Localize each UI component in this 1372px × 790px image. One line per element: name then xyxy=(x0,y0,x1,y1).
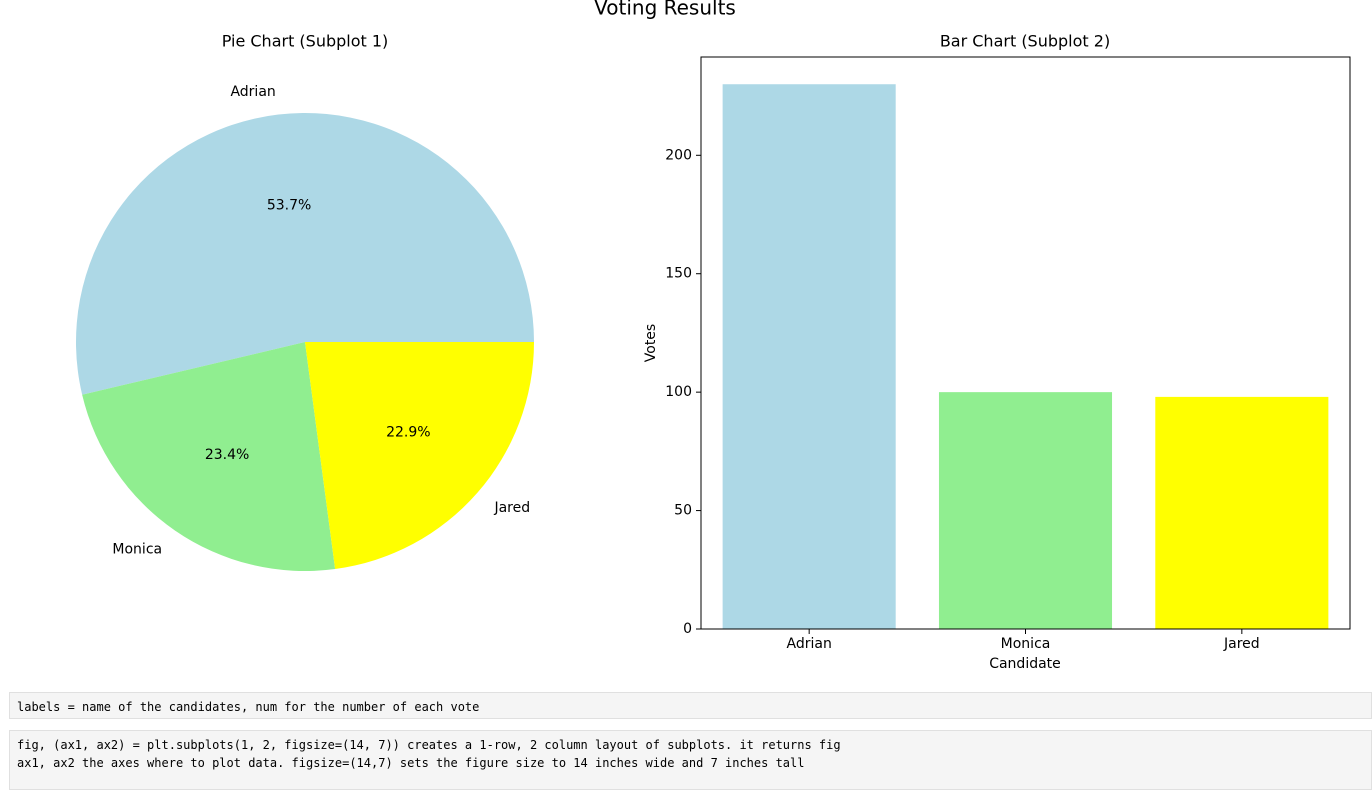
slice-value-label: 22.9% xyxy=(386,425,430,441)
bar xyxy=(722,84,896,629)
x-tick-label: Monica xyxy=(1001,636,1051,652)
y-tick-label: 0 xyxy=(683,621,692,637)
x-axis-label: Candidate xyxy=(989,656,1061,672)
x-tick-label: Adrian xyxy=(787,636,832,652)
slice-value-label: 53.7% xyxy=(267,198,311,214)
cell-line: fig, (ax1, ax2) = plt.subplots(1, 2, fig… xyxy=(17,738,841,752)
slice-label: Monica xyxy=(112,541,162,557)
pie-slice xyxy=(76,113,534,395)
slice-label: Adrian xyxy=(230,84,275,100)
y-tick-label: 200 xyxy=(665,147,692,163)
text-cell: labels = name of the candidates, num for… xyxy=(9,692,1372,719)
x-tick-label: Jared xyxy=(1223,636,1260,652)
slice-value-label: 23.4% xyxy=(205,447,249,463)
y-tick-label: 100 xyxy=(665,384,692,400)
axes-frame xyxy=(700,56,1351,630)
pie-slice xyxy=(82,342,336,571)
text-cell: fig, (ax1, ax2) = plt.subplots(1, 2, fig… xyxy=(9,730,1372,790)
bar xyxy=(938,392,1113,629)
bar xyxy=(1155,396,1329,629)
cell-line: ax1, ax2 the axes where to plot data. fi… xyxy=(17,756,805,770)
slice-label: Jared xyxy=(493,500,530,516)
y-tick-label: 150 xyxy=(665,266,692,282)
pie-slice xyxy=(305,342,534,570)
y-tick-label: 50 xyxy=(674,503,692,519)
figure-title: Voting Results xyxy=(594,0,736,20)
chart-title: Pie Chart (Subplot 1) xyxy=(222,32,389,51)
chart-title: Bar Chart (Subplot 2) xyxy=(940,32,1110,51)
cell-line: labels = name of the candidates, num for… xyxy=(17,700,480,714)
y-axis-label: Votes xyxy=(643,324,659,362)
figure: Voting Results Pie Chart (Subplot 1) Bar… xyxy=(76,0,1351,672)
